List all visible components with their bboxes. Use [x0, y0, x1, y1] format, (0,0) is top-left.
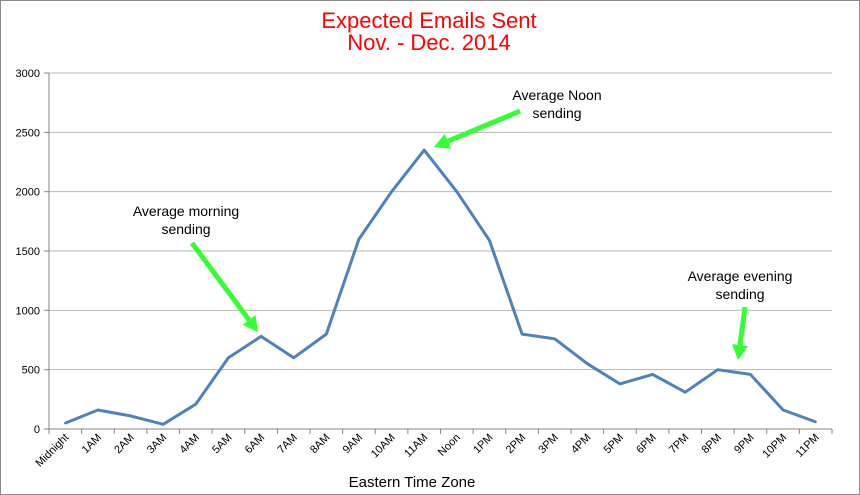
arrow-head	[732, 344, 748, 360]
data-point	[161, 423, 165, 426]
arrow-morning	[189, 241, 258, 332]
x-axis-ticks: Midnight 1AM 2AM 3AM 4AM 5AM 6AM 7AM 8AM 9AM 10AM 1…	[34, 429, 833, 470]
x-tick-label: 3PM	[536, 432, 560, 456]
x-tick-label: Midnight	[34, 432, 72, 470]
arrow-shaft	[446, 108, 521, 144]
annotation-morning-line1: Average morning	[133, 203, 239, 219]
data-point	[390, 190, 393, 193]
data-point	[129, 414, 132, 418]
arrow-evening	[732, 306, 748, 360]
x-tick-label: 4PM	[569, 432, 593, 456]
x-tick-label: 10PM	[760, 432, 789, 461]
y-axis-ticks: 0 500 1000 1500 2000 2500 3000	[16, 68, 49, 436]
y-tick-label: 3000	[16, 68, 40, 80]
x-tick-label: Noon	[436, 432, 463, 459]
y-tick-label: 2500	[16, 127, 40, 139]
arrow-shaft	[737, 306, 748, 346]
data-point	[325, 332, 328, 336]
data-point	[651, 373, 654, 376]
x-tick-label: 9PM	[732, 432, 756, 456]
data-point	[553, 337, 556, 341]
data-point	[683, 391, 687, 394]
x-tick-label: 5PM	[602, 432, 626, 456]
x-tick-label: 5AM	[210, 432, 234, 456]
y-tick-label: 1500	[16, 246, 40, 258]
x-tick-label: 8AM	[308, 432, 332, 456]
data-point	[618, 382, 622, 386]
gridlines	[49, 72, 832, 371]
data-point	[292, 356, 295, 359]
series-line	[64, 148, 817, 426]
data-point	[357, 237, 361, 241]
data-point	[781, 408, 785, 412]
x-tick-label: 11PM	[794, 432, 822, 460]
data-point	[716, 368, 720, 371]
data-point	[749, 373, 752, 376]
data-point	[64, 421, 67, 425]
x-tick-label: 9AM	[341, 432, 365, 456]
arrow-head	[242, 315, 258, 332]
x-tick-label: 8PM	[699, 432, 723, 456]
y-tick-label: 0	[34, 424, 40, 436]
x-axis-label: Eastern Time Zone	[349, 474, 476, 491]
chart-title-line2: Nov. - Dec. 2014	[347, 30, 511, 55]
annotation-evening-line2: sending	[715, 286, 764, 302]
data-point	[488, 239, 491, 242]
x-tick-label: 4AM	[177, 432, 201, 456]
y-tick-label: 1000	[16, 305, 40, 317]
annotation-noon-line1: Average Noon	[512, 87, 601, 103]
x-tick-label: 2PM	[504, 432, 528, 456]
arrow-shaft	[189, 241, 252, 322]
arrow-noon	[434, 108, 521, 149]
data-point	[227, 356, 230, 359]
x-tick-label: 10AM	[369, 432, 398, 461]
annotations: Average morning sending Average Noon sendin…	[133, 87, 793, 360]
x-tick-label: 11AM	[402, 432, 430, 460]
x-tick-label: 1PM	[471, 432, 495, 456]
x-tick-label: 6PM	[634, 432, 658, 456]
x-tick-label: 7AM	[275, 432, 299, 456]
data-point	[259, 335, 263, 338]
data-point	[194, 402, 198, 406]
x-tick-label: 6AM	[243, 432, 267, 456]
x-tick-label: 3AM	[145, 432, 169, 456]
annotation-morning-line2: sending	[161, 221, 210, 237]
data-point	[455, 190, 459, 193]
arrow-head	[434, 133, 451, 149]
y-tick-label: 500	[22, 365, 40, 377]
data-point	[422, 148, 426, 152]
chart-title-line1: Expected Emails Sent	[321, 8, 537, 33]
data-point	[520, 332, 524, 336]
y-tick-label: 2000	[16, 187, 40, 199]
annotation-evening-line1: Average evening	[688, 268, 793, 284]
data-point	[814, 420, 817, 424]
x-tick-label: 7PM	[667, 432, 691, 456]
series-group	[64, 148, 817, 426]
axes	[48, 73, 832, 430]
x-tick-label: 2AM	[112, 432, 136, 456]
chart-title: Expected Emails Sent Nov. - Dec. 2014	[0, 10, 858, 54]
data-point	[586, 362, 589, 365]
annotation-noon-line2: sending	[532, 105, 581, 121]
data-point	[96, 408, 100, 412]
x-tick-label: 1AM	[80, 432, 104, 456]
